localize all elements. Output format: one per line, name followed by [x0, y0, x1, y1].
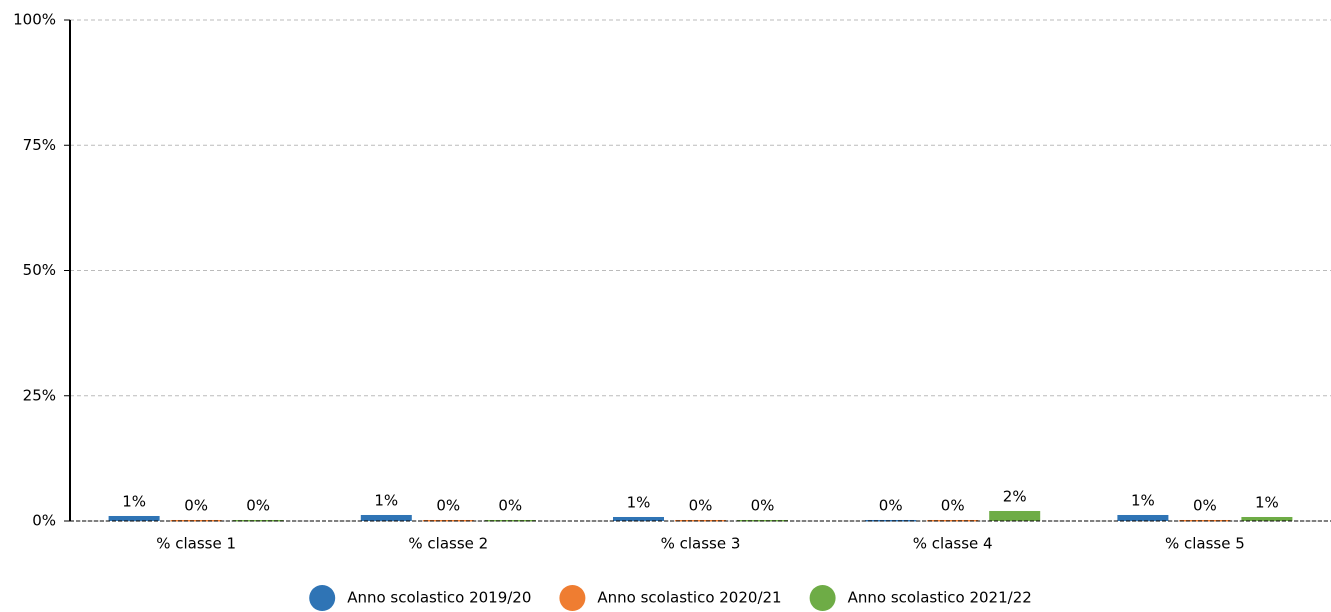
x-tick-label: % classe 3	[661, 535, 741, 553]
y-tick-label: 50%	[23, 261, 56, 279]
legend-label: Anno scolastico 2019/20	[347, 589, 531, 607]
y-tick-label: 100%	[13, 11, 56, 29]
bar	[613, 516, 664, 521]
data-label: 1%	[1255, 493, 1279, 511]
data-label: 1%	[1131, 491, 1155, 509]
data-label: 0%	[1193, 496, 1217, 514]
data-label: 2%	[1003, 487, 1027, 505]
data-label: 0%	[879, 496, 903, 514]
data-label: 0%	[184, 496, 208, 514]
x-tick-label: % classe 1	[156, 535, 236, 553]
x-tick-label: % classe 2	[408, 535, 488, 553]
data-label: 0%	[751, 496, 775, 514]
legend-marker	[309, 585, 336, 611]
bar	[360, 514, 412, 521]
data-label: 0%	[246, 496, 270, 514]
x-tick-label: % classe 4	[913, 535, 993, 553]
bar	[1241, 516, 1293, 521]
data-label: 0%	[689, 496, 713, 514]
legend-marker	[559, 585, 586, 611]
data-label: 0%	[436, 496, 460, 514]
y-tick-label: 0%	[32, 512, 56, 530]
x-tick-label: % classe 5	[1165, 535, 1245, 553]
y-tick-label: 25%	[23, 386, 56, 404]
bar	[1117, 514, 1169, 521]
legend-label: Anno scolastico 2021/22	[848, 589, 1032, 607]
bar	[989, 510, 1041, 521]
y-tick-label: 75%	[23, 136, 56, 154]
bar	[865, 519, 917, 522]
data-label: 1%	[627, 493, 651, 511]
data-label: 0%	[498, 496, 522, 514]
bar	[108, 515, 160, 521]
data-label: 0%	[941, 496, 965, 514]
legend-marker	[809, 585, 836, 611]
data-label: 1%	[122, 492, 146, 510]
legend-label: Anno scolastico 2020/21	[597, 589, 781, 607]
data-label: 1%	[374, 491, 398, 509]
